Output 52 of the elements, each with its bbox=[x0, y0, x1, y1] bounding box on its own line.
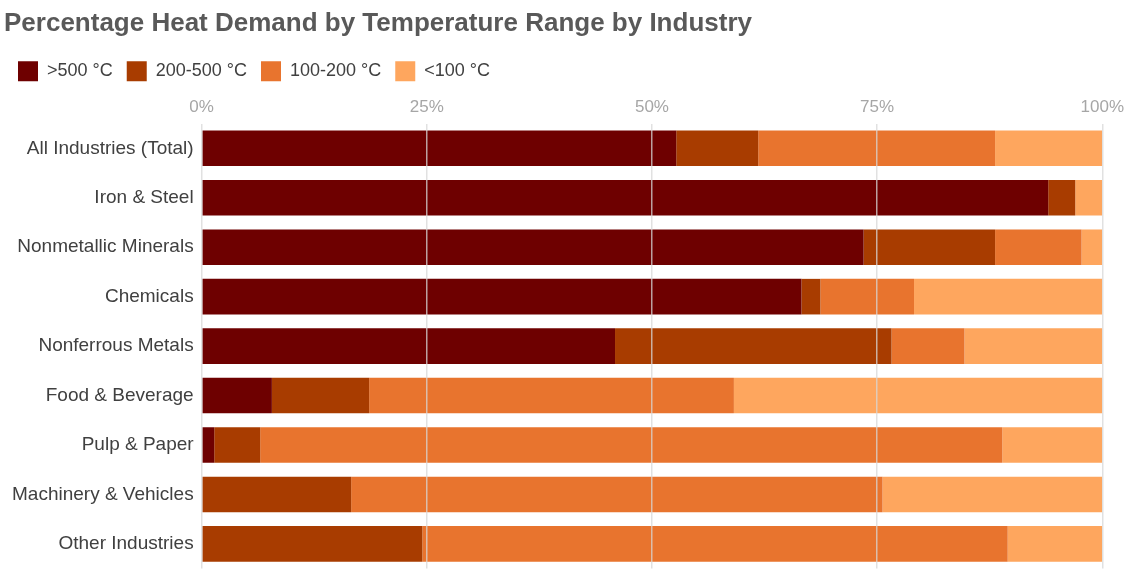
x-tick-label: 75% bbox=[860, 97, 895, 117]
bar bbox=[369, 377, 734, 414]
bar bbox=[202, 377, 272, 414]
x-tick-label: 100% bbox=[1080, 97, 1124, 117]
legend-label: 100-200 °C bbox=[290, 60, 382, 81]
bar bbox=[271, 377, 370, 414]
y-tick-label: All Industries (Total) bbox=[26, 136, 194, 158]
bar bbox=[801, 278, 821, 315]
bar bbox=[1081, 229, 1103, 266]
bar bbox=[995, 229, 1082, 266]
bar bbox=[202, 130, 677, 167]
bar bbox=[202, 229, 864, 266]
bar bbox=[214, 427, 261, 463]
bar bbox=[202, 526, 423, 562]
y-tick-label: Machinery & Vehicles bbox=[11, 482, 194, 504]
x-tick-label: 0% bbox=[189, 97, 214, 117]
bar bbox=[615, 328, 892, 364]
bar bbox=[260, 427, 1003, 463]
y-tick-label: Food & Beverage bbox=[45, 383, 194, 405]
bar bbox=[1075, 179, 1103, 216]
bar bbox=[820, 278, 915, 315]
bar bbox=[351, 476, 883, 513]
legend-label: 200-500 °C bbox=[155, 60, 248, 81]
bar bbox=[863, 229, 996, 266]
bar bbox=[202, 476, 352, 513]
y-tick-label: Iron & Steel bbox=[94, 186, 194, 207]
bar bbox=[758, 130, 996, 167]
bar bbox=[882, 476, 1103, 513]
bar bbox=[202, 328, 616, 364]
bar bbox=[202, 427, 215, 463]
bar bbox=[422, 526, 1008, 562]
x-tick-label: 50% bbox=[634, 97, 669, 117]
x-tick-label: 25% bbox=[409, 97, 444, 117]
bar bbox=[1007, 526, 1103, 562]
y-tick-label: Other Industries bbox=[58, 532, 194, 554]
chart-title: Percentage Heat Demand by Temperature Range by Industry bbox=[4, 6, 753, 37]
bar bbox=[1002, 427, 1103, 463]
legend-label: <100 °C bbox=[424, 60, 491, 81]
bar bbox=[964, 328, 1103, 364]
bar bbox=[914, 278, 1103, 315]
bar bbox=[733, 377, 1103, 414]
bar bbox=[202, 179, 1049, 216]
bar bbox=[1048, 179, 1076, 216]
legend-label: >500 °C bbox=[47, 60, 113, 81]
y-tick-label: Nonferrous Metals bbox=[38, 334, 194, 356]
bar bbox=[676, 130, 759, 167]
y-tick-label: Pulp & Paper bbox=[81, 433, 195, 455]
y-tick-label: Chemicals bbox=[104, 284, 194, 306]
bar bbox=[891, 328, 965, 364]
y-tick-label: Nonmetallic Minerals bbox=[17, 235, 194, 257]
bar bbox=[202, 278, 802, 315]
bar bbox=[995, 130, 1103, 167]
